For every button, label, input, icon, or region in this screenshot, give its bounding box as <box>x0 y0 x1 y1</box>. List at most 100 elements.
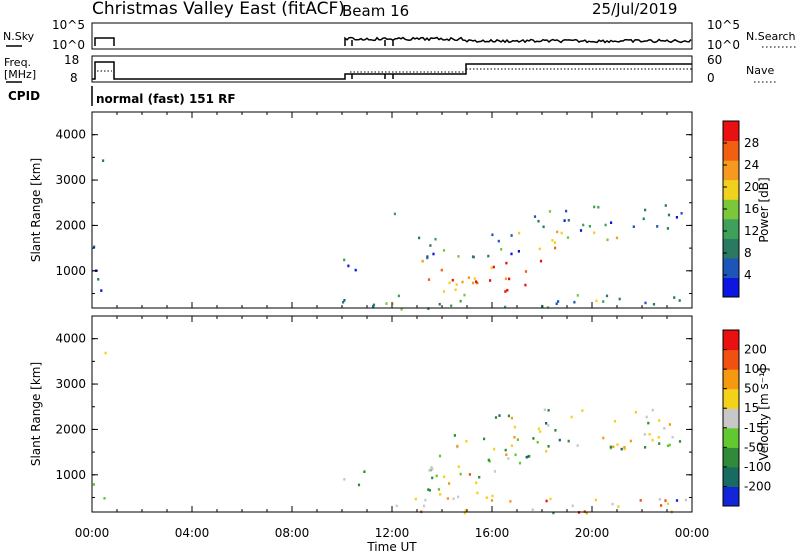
data-cell <box>551 239 554 242</box>
data-cell <box>453 434 456 437</box>
velocity-data <box>92 351 687 515</box>
data-cell <box>639 499 642 502</box>
data-cell <box>595 299 598 303</box>
data-cell <box>613 420 617 423</box>
y-tick-label: 3000 <box>55 377 86 391</box>
data-cell <box>93 245 96 249</box>
data-cell <box>657 436 660 439</box>
data-cell <box>629 439 632 443</box>
data-cell <box>426 256 429 260</box>
data-cell <box>491 233 494 237</box>
data-cell <box>483 437 486 441</box>
data-cell <box>668 443 671 447</box>
figure-title: Christmas Valley East (fitACF) <box>92 0 345 19</box>
data-cell <box>567 439 570 443</box>
data-cell <box>644 208 647 212</box>
y-tick-label: 2000 <box>55 218 86 232</box>
data-cell <box>648 433 651 436</box>
colorbar-swatch <box>723 277 739 298</box>
freq-gaps <box>351 74 394 79</box>
velocity-colorbar-label: Velocity [m s⁻¹] <box>757 367 771 460</box>
data-cell <box>538 247 541 251</box>
colorbar-swatch <box>723 121 739 142</box>
data-cell <box>465 439 468 443</box>
y-tick-label: 4000 <box>55 128 86 142</box>
data-cell <box>461 280 464 284</box>
data-cell <box>518 461 522 465</box>
data-cell <box>400 308 403 311</box>
data-cell <box>651 408 654 412</box>
freq-panel: Freq. [MHz] 18 8 60 0 Nave <box>4 53 778 85</box>
data-cell <box>442 290 446 293</box>
data-cell <box>527 455 530 458</box>
data-cell <box>427 278 431 281</box>
data-cell <box>644 301 647 305</box>
data-cell <box>565 209 568 213</box>
data-cell <box>102 159 105 162</box>
data-cell <box>391 302 394 306</box>
data-cell <box>543 408 546 412</box>
data-cell <box>547 445 550 448</box>
data-cell <box>658 442 661 445</box>
data-cell <box>547 424 550 427</box>
data-cell <box>471 255 475 258</box>
colorbar-swatch <box>723 466 739 487</box>
x-tick-label: 00:00 <box>75 526 110 540</box>
colorbar-swatch <box>723 349 739 370</box>
data-cell <box>547 409 550 412</box>
data-cell <box>532 437 535 440</box>
data-cell <box>579 229 583 232</box>
data-cell <box>432 252 435 256</box>
freq-unit: [MHz] <box>4 68 36 81</box>
data-cell <box>485 496 488 499</box>
data-cell <box>438 302 441 306</box>
data-cell <box>597 205 600 209</box>
data-cell <box>426 255 429 258</box>
data-cell <box>422 504 426 508</box>
data-cell <box>427 307 430 310</box>
data-cell <box>545 499 548 503</box>
cpid-label: CPID <box>8 89 40 103</box>
data-cell <box>438 454 442 458</box>
data-cell <box>537 219 540 223</box>
data-cell <box>510 234 513 237</box>
data-cell <box>450 304 453 308</box>
data-cell <box>475 481 478 485</box>
data-cell <box>675 499 679 502</box>
data-cell <box>430 465 433 469</box>
data-cell <box>645 415 648 419</box>
data-cell <box>542 225 545 229</box>
data-cell <box>343 478 346 481</box>
data-cell <box>593 231 596 235</box>
data-cell <box>456 444 459 448</box>
colorbar-tick-label: 15 <box>744 401 759 415</box>
time-axis-label: Time UT <box>366 540 417 554</box>
data-cell <box>505 453 508 456</box>
data-cell <box>525 455 528 459</box>
data-cell <box>455 283 458 286</box>
data-cell <box>487 458 490 462</box>
data-cell <box>675 216 678 219</box>
data-cell <box>487 254 490 258</box>
colorbar-swatch <box>723 199 739 220</box>
data-cell <box>518 231 521 235</box>
data-cell <box>428 489 431 492</box>
data-cell <box>508 277 511 281</box>
data-cell <box>602 300 605 303</box>
data-cell <box>539 259 543 263</box>
colorbar-tick-label: -200 <box>744 479 771 493</box>
colorbar-swatch <box>723 369 739 390</box>
colorbar-tick-label: 100 <box>744 362 767 376</box>
freq-label: Freq. <box>4 56 31 69</box>
y-tick-label: 4000 <box>55 332 86 346</box>
data-cell <box>566 236 570 239</box>
nave-tick-top: 60 <box>707 53 722 67</box>
nave-tick-bottom: 0 <box>707 71 715 85</box>
colorbar-swatch <box>723 160 739 181</box>
data-cell <box>671 435 674 439</box>
data-cell <box>490 266 493 270</box>
data-cell <box>554 429 557 432</box>
data-cell <box>342 300 345 304</box>
data-cell <box>634 411 637 414</box>
data-cell <box>504 290 507 293</box>
